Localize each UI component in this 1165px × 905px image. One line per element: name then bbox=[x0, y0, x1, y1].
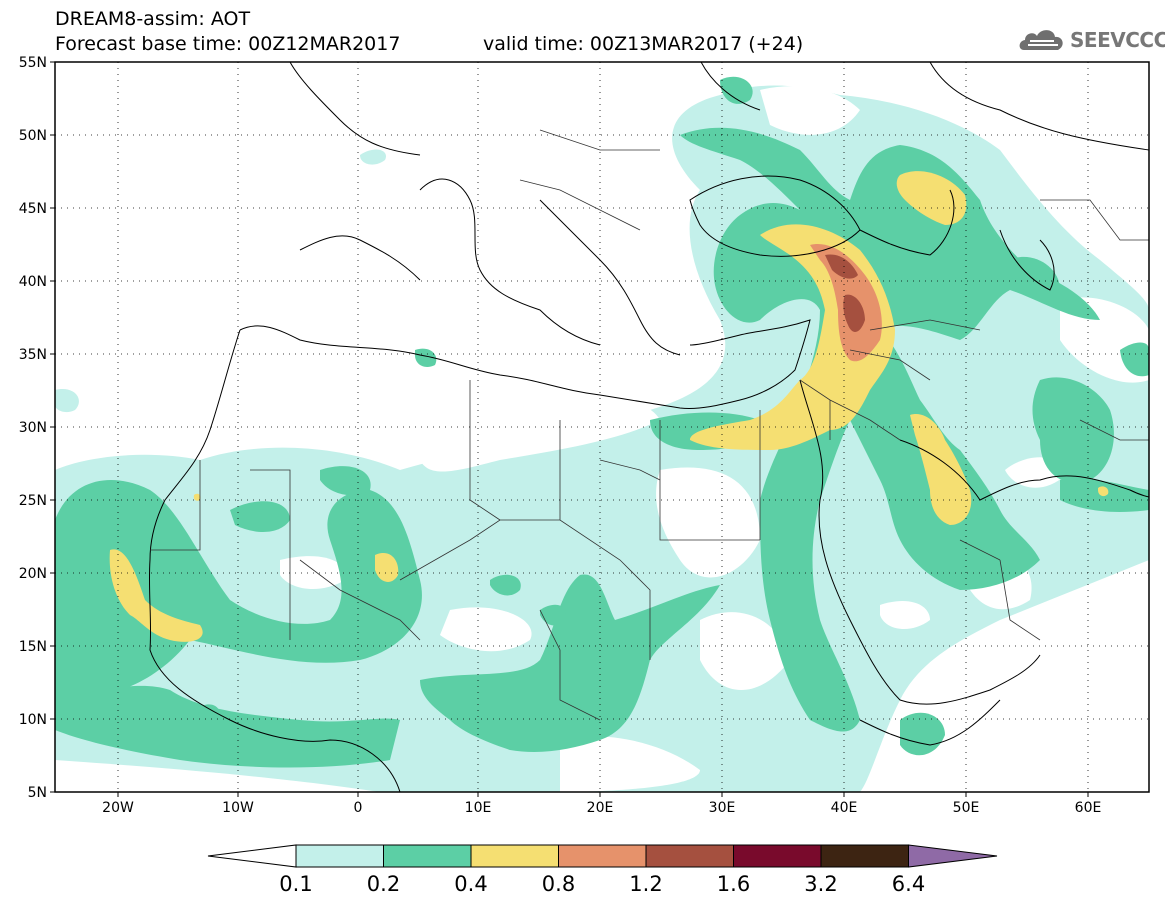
ticks bbox=[50, 61, 1089, 797]
colorbar-segment bbox=[470, 844, 559, 868]
lat-label: 50N bbox=[19, 128, 47, 144]
colorbar-segment bbox=[558, 844, 647, 868]
lon-label: 20W bbox=[102, 800, 134, 816]
colorbar-segment bbox=[383, 844, 472, 868]
colorbar-segment bbox=[207, 844, 297, 868]
logo-text: SEEVCCC bbox=[1070, 28, 1165, 52]
colorbar-label: 0.2 bbox=[366, 872, 401, 896]
borders bbox=[150, 129, 1149, 721]
colorbar-label: 1.6 bbox=[716, 872, 751, 896]
lon-label: 60E bbox=[1075, 800, 1102, 816]
seevccc-logo: SEEVCCC bbox=[1018, 24, 1165, 54]
colorbar-segment bbox=[820, 844, 909, 868]
lon-label: 40E bbox=[831, 800, 858, 816]
lat-label: 20N bbox=[19, 566, 47, 582]
colorbar-label: 1.2 bbox=[629, 872, 663, 896]
title-line2: Forecast base time: 00Z12MAR2017 bbox=[55, 33, 401, 55]
lat-label: 35N bbox=[19, 347, 47, 363]
aot-level-0-2 bbox=[55, 76, 1149, 768]
lat-label: 55N bbox=[19, 55, 47, 71]
valid-time: valid time: 00Z13MAR2017 (+24) bbox=[483, 33, 804, 55]
lat-labels: 55N 50N 45N 40N 35N 30N 25N 20N 15N 10N … bbox=[19, 55, 47, 801]
aot-gaps bbox=[55, 86, 1149, 792]
lon-label: 10E bbox=[465, 800, 492, 816]
lat-label: 5N bbox=[28, 785, 47, 801]
colorbar-segment bbox=[295, 844, 384, 868]
lon-labels: 20W 10W 0 10E 20E 30E 40E 50E 60E bbox=[102, 800, 1101, 816]
lat-label: 25N bbox=[19, 493, 47, 509]
lon-label: 20E bbox=[587, 800, 614, 816]
colorbar-label: 3.2 bbox=[804, 872, 838, 896]
lon-label: 30E bbox=[709, 800, 736, 816]
lat-label: 15N bbox=[19, 639, 47, 655]
cloud-logo-icon bbox=[1019, 30, 1063, 50]
colorbar-label: 6.4 bbox=[891, 872, 926, 896]
lon-label: 0 bbox=[354, 800, 363, 816]
colorbar-label: 0.8 bbox=[541, 872, 576, 896]
colorbar-segment bbox=[645, 844, 734, 868]
title-line1: DREAM8-assim: AOT bbox=[55, 8, 251, 30]
colorbar-label: 0.4 bbox=[454, 872, 488, 896]
grid bbox=[55, 62, 1149, 792]
aot-fields bbox=[55, 76, 1149, 792]
lat-label: 45N bbox=[19, 201, 47, 217]
lat-label: 10N bbox=[19, 712, 47, 728]
colorbar bbox=[207, 844, 998, 868]
colorbar-segment bbox=[733, 844, 822, 868]
lat-label: 30N bbox=[19, 420, 47, 436]
lat-label: 40N bbox=[19, 274, 47, 290]
lon-label: 50E bbox=[953, 800, 980, 816]
aot-level-1-2 bbox=[825, 254, 865, 332]
colorbar-label: 0.1 bbox=[279, 872, 313, 896]
coastlines bbox=[148, 62, 1149, 792]
lon-label: 10W bbox=[222, 800, 254, 816]
colorbar-segment bbox=[908, 844, 998, 868]
